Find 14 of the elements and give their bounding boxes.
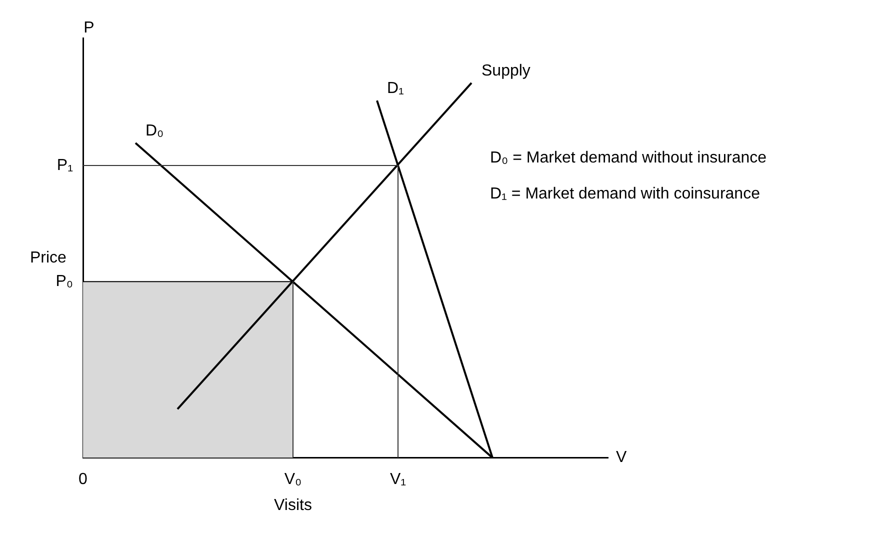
series-label: Supply bbox=[482, 62, 530, 80]
x-tick-label: V₁ bbox=[390, 470, 406, 488]
text: P bbox=[84, 19, 94, 36]
y-axis-title: Price bbox=[30, 249, 67, 266]
text: V bbox=[616, 449, 627, 466]
x-axis-title: Visits bbox=[274, 497, 312, 514]
text: P₁ bbox=[56, 156, 73, 174]
x-tick-label: V₀ bbox=[284, 470, 302, 488]
annotation: D₀ = Market demand without insurance bbox=[490, 149, 767, 166]
text: P₀ bbox=[56, 273, 73, 290]
series-label: D₀ bbox=[146, 122, 164, 140]
annotation: D₁ = Market demand with coinsurance bbox=[490, 185, 760, 202]
x-tick-label: 0 bbox=[78, 470, 88, 488]
series-label: D₁ bbox=[387, 80, 404, 97]
